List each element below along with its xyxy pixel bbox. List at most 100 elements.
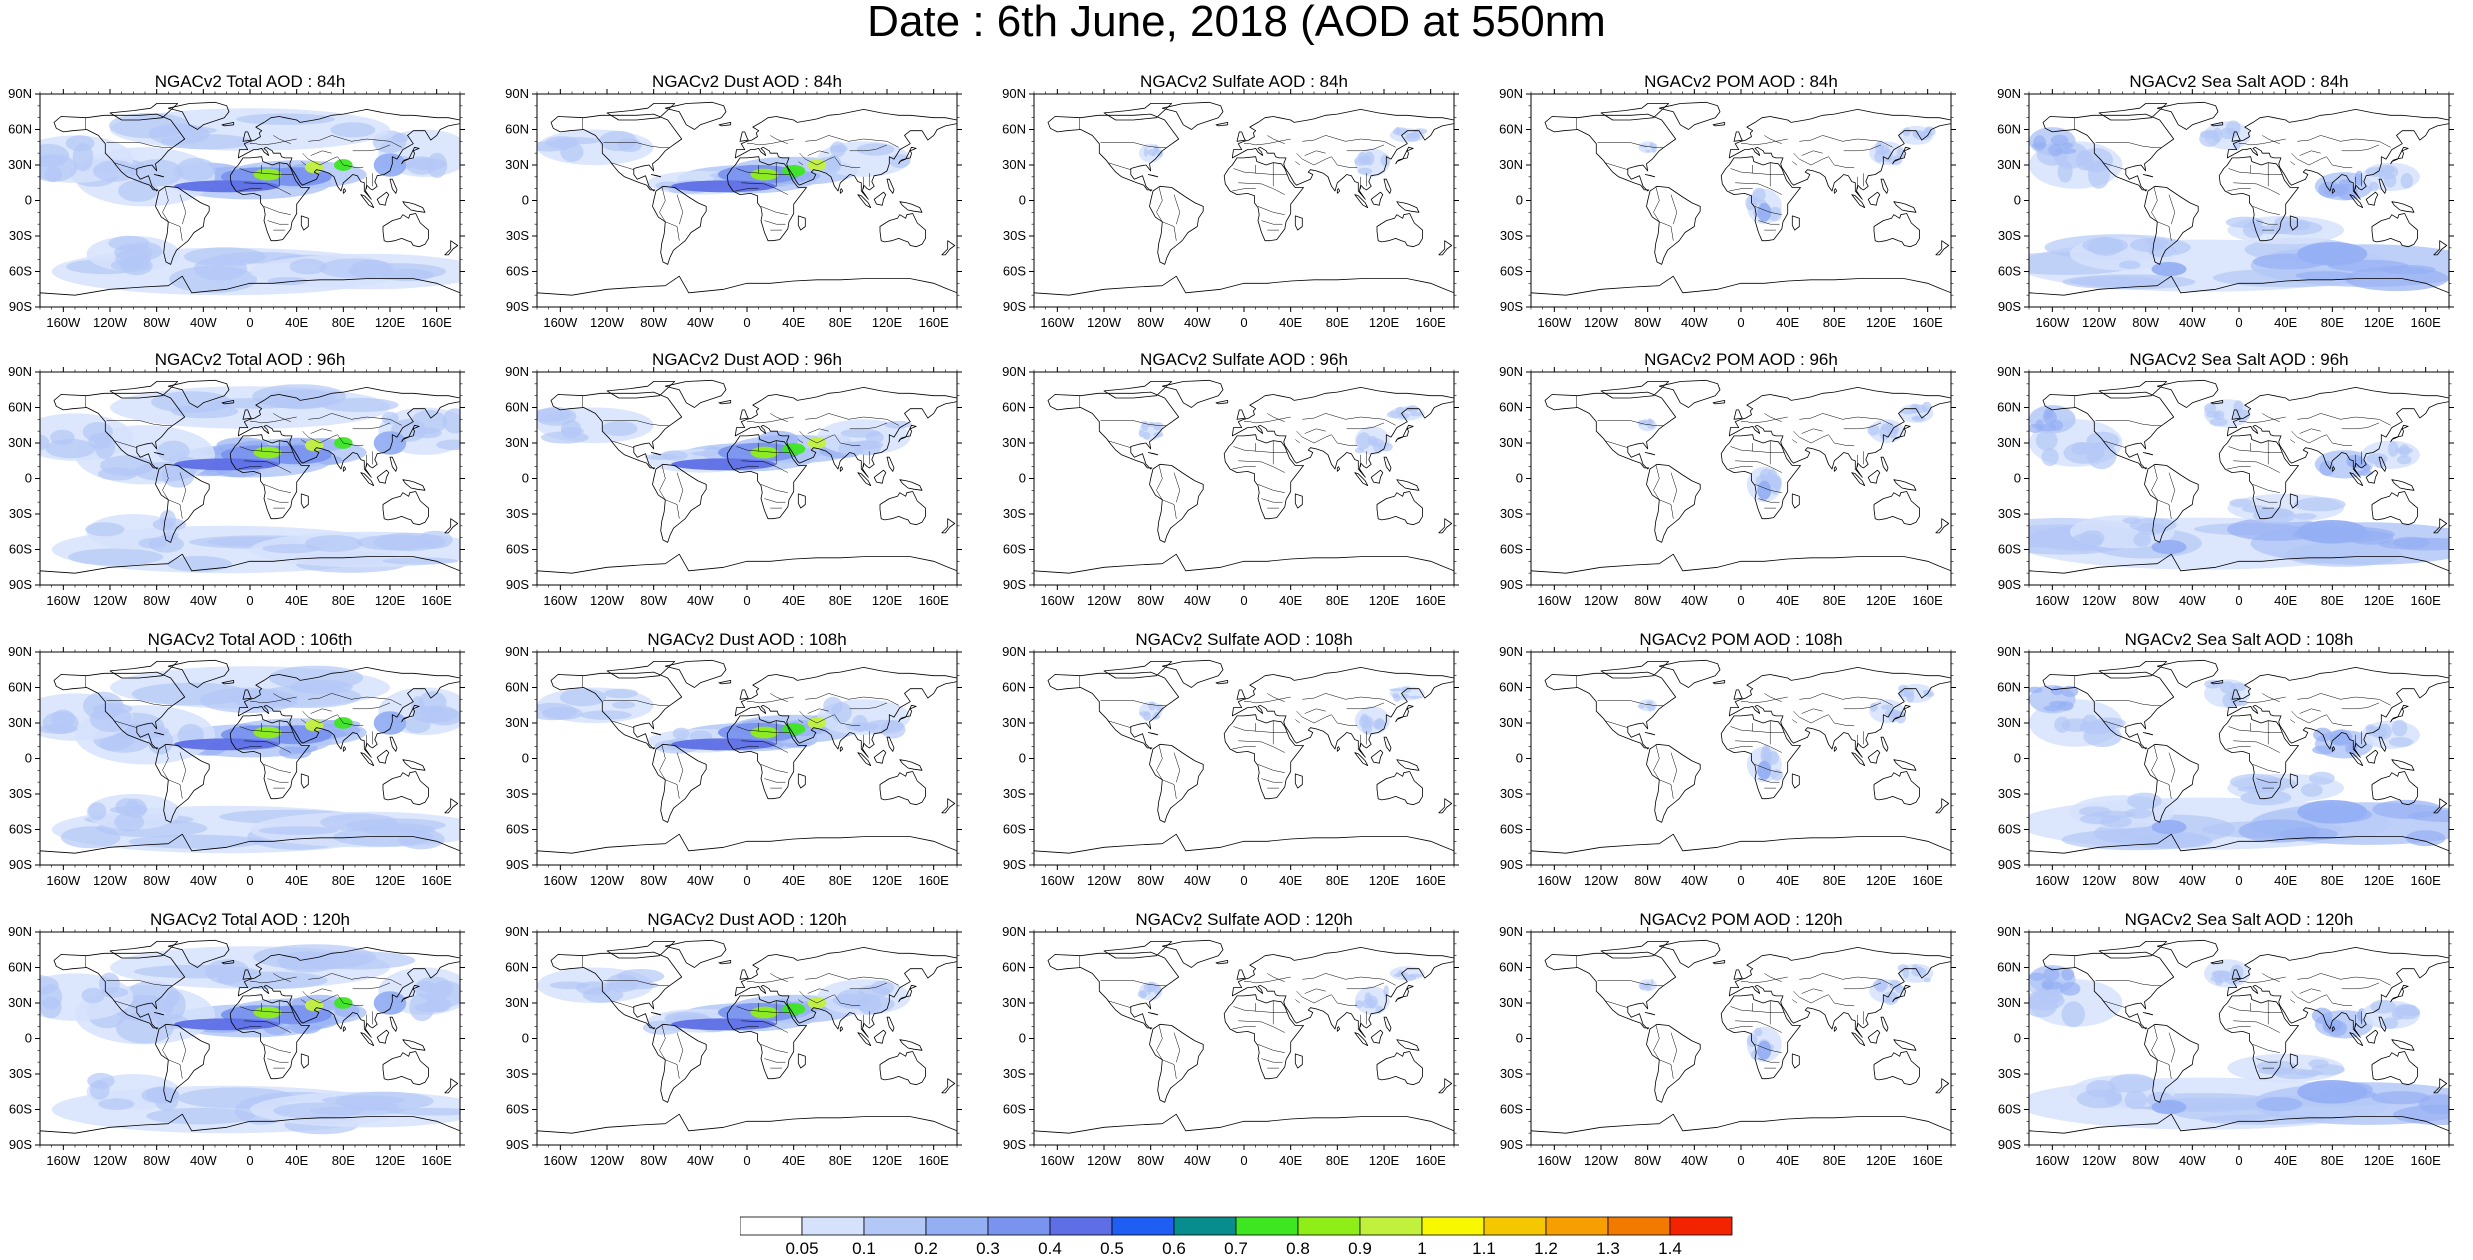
lat-tick-label: 60S [1003, 822, 1026, 837]
coastline [797, 215, 806, 231]
coastline [739, 409, 749, 420]
lat-tick-label: 30N [505, 157, 529, 172]
country-border [250, 138, 297, 146]
country-border [1735, 460, 1782, 473]
lon-tick-label: 40W [687, 315, 714, 330]
coastline [2210, 679, 2224, 685]
coastline [664, 659, 727, 688]
coastline [718, 959, 732, 965]
country-border [1302, 693, 1396, 706]
country-border [603, 980, 669, 986]
country-border [2151, 464, 2172, 519]
ocean-background [537, 932, 957, 1145]
aod-blob [114, 812, 144, 832]
coastline [1873, 491, 1920, 526]
coastline [1383, 736, 1392, 752]
lon-tick-label: 0 [1240, 315, 1247, 330]
coastline [53, 391, 186, 470]
coastline [1223, 156, 1304, 242]
country-border [2297, 135, 2391, 148]
country-border [239, 168, 294, 175]
coastline [1600, 103, 1670, 121]
lon-tick-label: 80W [640, 593, 667, 608]
country-border [1792, 439, 1798, 444]
aod-blob [884, 420, 912, 429]
coastline [1376, 491, 1423, 526]
coastline [53, 113, 186, 192]
map-area: 90N 60N 30N 0 30S 60S 90S 160W 120W 80W 40W 0 40E 80E… [505, 86, 962, 330]
country-border [1799, 693, 1893, 706]
lon-tick-label: 40W [1681, 593, 1708, 608]
lat-tick-label: 90S [506, 857, 529, 872]
lat-tick-label: 90S [1003, 1137, 1026, 1152]
lon-tick-label: 40W [1184, 873, 1211, 888]
coastline [342, 466, 347, 472]
lon-tick-label: 120E [1866, 873, 1897, 888]
lat-tick-label: 90N [505, 86, 529, 101]
aod-blob [151, 391, 232, 413]
country-border [106, 980, 172, 986]
coastline [718, 121, 732, 127]
coastline [873, 749, 887, 764]
coastline [1376, 1051, 1423, 1086]
lat-tick-label: 30S [1500, 786, 1523, 801]
coastline [1438, 240, 1453, 256]
ocean-background [1034, 372, 1454, 585]
coastline [606, 103, 676, 121]
lon-tick-label: 120E [2364, 1153, 2395, 1168]
coastline [2144, 743, 2199, 823]
country-border [1792, 161, 1798, 166]
country-border [2239, 416, 2286, 424]
coastline [1047, 671, 1180, 750]
aod-blob [320, 397, 399, 413]
coastline [1376, 213, 1423, 248]
lon-tick-label: 120W [1087, 873, 1122, 888]
aod-field [40, 652, 460, 865]
coastline [2098, 661, 2168, 679]
lat-tick-label: 30S [506, 506, 529, 521]
country-border [676, 752, 684, 783]
aod-blob [2229, 498, 2253, 508]
aod-blob [671, 180, 777, 193]
lat-tick-label: 60S [506, 264, 529, 279]
coastline [797, 1053, 806, 1069]
country-border [1100, 420, 1166, 426]
coastline [1544, 113, 1677, 192]
country-border [1296, 711, 1358, 726]
country-border [2299, 988, 2321, 994]
coastline [300, 493, 309, 509]
coastline [221, 399, 235, 405]
lat-tick-label: 0 [2014, 1031, 2021, 1046]
lat-tick-label: 30N [1997, 435, 2021, 450]
country-border [1261, 778, 1283, 783]
country-border [1843, 702, 1882, 710]
coastline [726, 156, 807, 242]
aod-blob [1637, 704, 1646, 709]
coastline [376, 1029, 390, 1044]
lat-tick-label: 30S [506, 228, 529, 243]
aod-blob [865, 431, 884, 444]
country-border [308, 135, 402, 148]
panel-title: NGACv2 Sulfate AOD : 84h [1140, 72, 1348, 91]
map-plot: 90N 60N 30N 0 30S 60S 90S 160W 120W 80W 40W 0 40E 80E… [505, 86, 962, 330]
country-border [1232, 188, 1256, 192]
country-border [263, 764, 291, 773]
coastline [726, 434, 807, 520]
aod-blob [1767, 751, 1779, 765]
lon-tick-label: 40E [2274, 593, 2297, 608]
coastline [1531, 1113, 1951, 1145]
country-border [301, 999, 307, 1004]
coastline [1236, 969, 1246, 980]
country-border [1173, 752, 1181, 783]
lon-tick-label: 0 [246, 315, 253, 330]
aod-blob [2029, 972, 2045, 981]
aod-blob [44, 166, 63, 183]
aod-blob [88, 802, 107, 821]
coastline [153, 452, 165, 456]
lon-tick-label: 0 [2235, 315, 2242, 330]
coastline [886, 736, 895, 752]
aod-blob [2293, 513, 2317, 520]
country-border [1799, 135, 1893, 148]
lon-tick-label: 80E [829, 1153, 852, 1168]
lon-tick-label: 40E [782, 593, 805, 608]
